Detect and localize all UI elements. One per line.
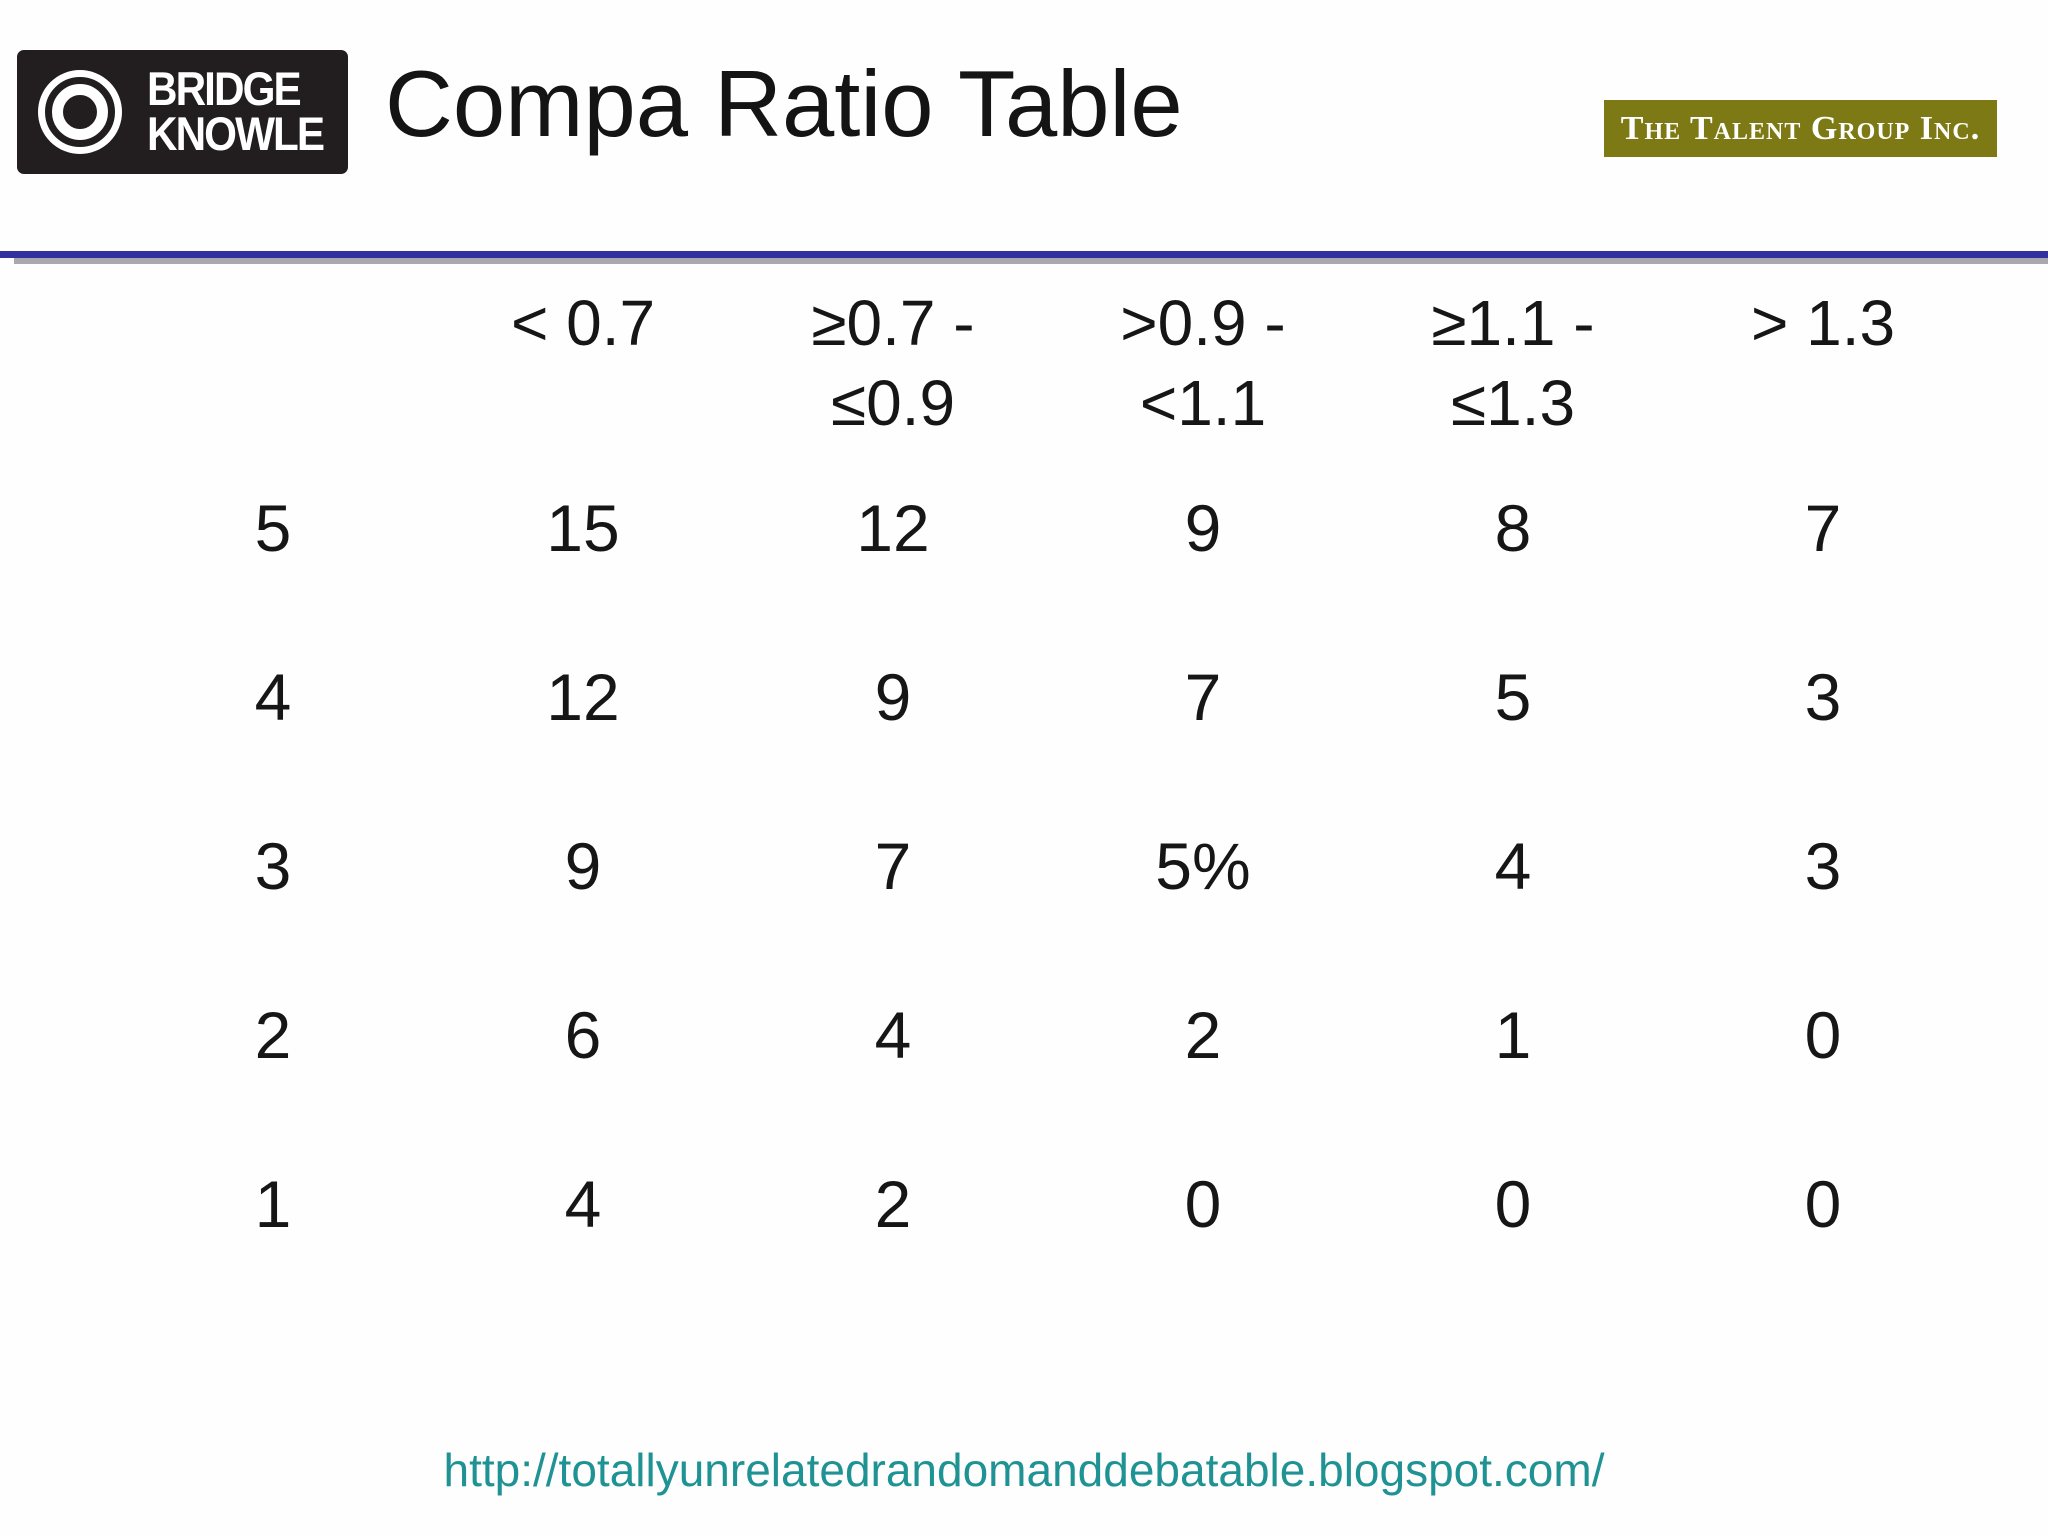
- row-label: 1: [254, 1166, 292, 1241]
- table-cell: 7: [874, 828, 912, 903]
- table-cell: 15: [546, 490, 620, 565]
- col-header-0-7-0-9: ≥0.7 - ≤0.9: [811, 287, 975, 439]
- table-cell: 8: [1494, 490, 1532, 565]
- col-header-1-1-1-3: ≥1.1 - ≤1.3: [1431, 287, 1595, 439]
- col-header-0-9-1-1: >0.9 - <1.1: [1120, 287, 1286, 439]
- table-cell: 9: [874, 659, 912, 734]
- bridge-knowle-logo: BRIDGE KNOWLE: [17, 50, 348, 174]
- table-cell: 5: [1494, 659, 1532, 734]
- header-divider-line: [0, 251, 2048, 258]
- table-cell: 9: [564, 828, 602, 903]
- col-header-lt-0-7: < 0.7: [510, 287, 656, 359]
- talent-group-logo: The Talent Group Inc.: [1604, 100, 1997, 157]
- concentric-rings-icon: [38, 70, 122, 154]
- table-cell: 6: [564, 997, 602, 1072]
- table-cell: 4: [564, 1166, 602, 1241]
- logo-text-line2: KNOWLE: [147, 107, 325, 161]
- col-header-gt-1-3: > 1.3: [1750, 287, 1896, 359]
- table-cell: 2: [874, 1166, 912, 1241]
- table-cell: 2: [1184, 997, 1222, 1072]
- table-cell: 1: [1494, 997, 1532, 1072]
- table-cell: 4: [874, 997, 912, 1072]
- table-cell: 0: [1184, 1166, 1222, 1241]
- row-label: 2: [254, 997, 292, 1072]
- header-divider-shadow: [14, 258, 2048, 264]
- bridge-knowle-logo-text: BRIDGE KNOWLE: [147, 62, 325, 161]
- table-cell: 4: [1494, 828, 1532, 903]
- table-cell: 3: [1804, 828, 1842, 903]
- table-cell: 0: [1804, 1166, 1842, 1241]
- table-cell: 9: [1184, 490, 1222, 565]
- compa-ratio-table: < 0.7 ≥0.7 - ≤0.9 >0.9 - <1.1 ≥1.1 - ≤1.…: [118, 283, 1978, 1288]
- table-cell: 0: [1804, 997, 1842, 1072]
- table-cell: 7: [1804, 490, 1842, 565]
- table-cell: 12: [546, 659, 620, 734]
- page-title: Compa Ratio Table: [385, 51, 1183, 156]
- footer-url-link[interactable]: http://totallyunrelatedrandomanddebatabl…: [443, 1444, 1605, 1496]
- row-label: 5: [254, 490, 292, 565]
- row-label: 3: [254, 828, 292, 903]
- logo-text-line1: BRIDGE: [147, 62, 302, 116]
- row-label: 4: [254, 659, 292, 734]
- table-cell: 3: [1804, 659, 1842, 734]
- table-cell: 0: [1494, 1166, 1532, 1241]
- table-cell: 12: [856, 490, 930, 565]
- table-cell: 5%: [1155, 828, 1251, 903]
- table-cell: 7: [1184, 659, 1222, 734]
